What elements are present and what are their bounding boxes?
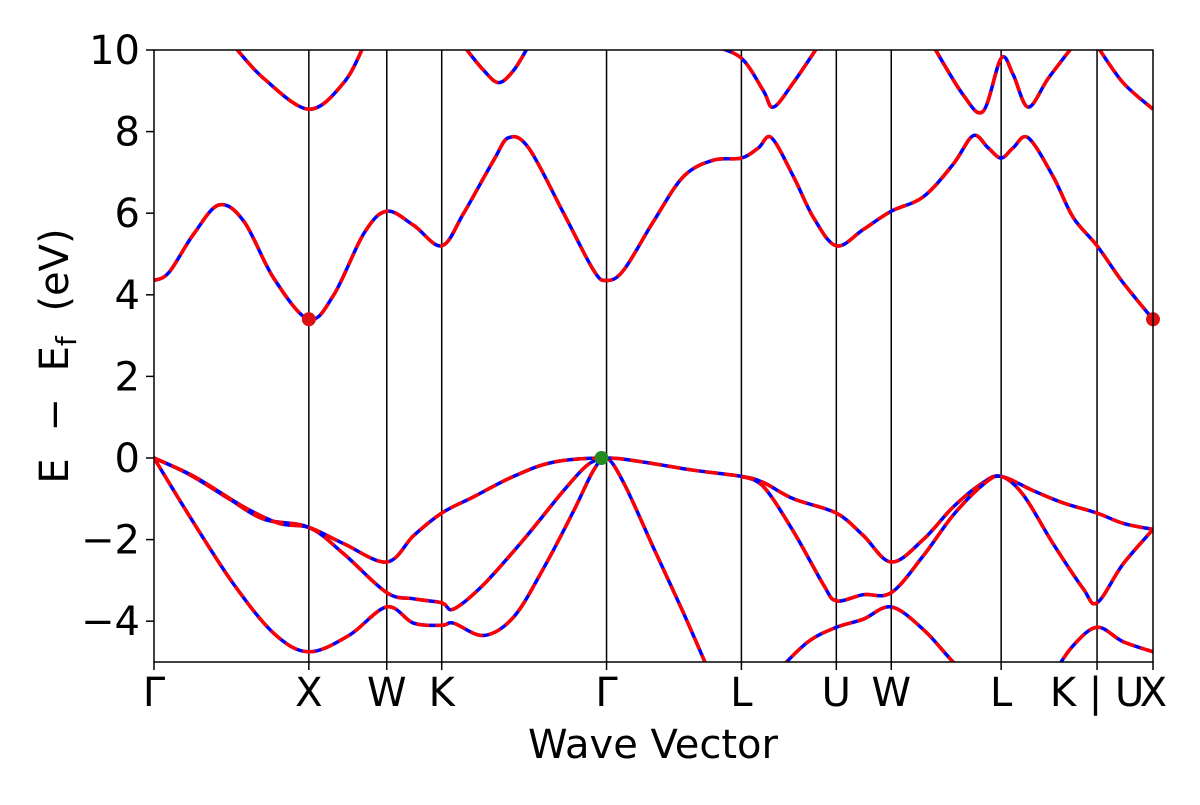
kpoint-vertical-lines	[308, 50, 1098, 662]
band-spin-down-9	[720, 50, 818, 109]
x-axis-label: Wave Vector	[528, 722, 779, 768]
x-tick-label-1: X	[295, 670, 322, 716]
y-tick-label-6: −2	[81, 518, 140, 564]
x-tick-label-10: X	[1140, 670, 1167, 716]
band-spin-down-5	[1058, 625, 1153, 662]
y-tick-label-7: −4	[81, 599, 140, 645]
y-label-sub: f	[50, 335, 83, 346]
y-label-e: E	[32, 458, 78, 483]
band-spin-up-3	[740, 474, 1153, 606]
band-edge-marker-0	[301, 312, 316, 327]
band-spin-down-7	[235, 50, 364, 111]
band-edge-marker-2	[594, 451, 609, 465]
band-spin-down-3	[740, 474, 1153, 606]
x-tick-label-8: L	[990, 670, 1013, 716]
y-tick-label-3: 4	[115, 273, 140, 319]
y-tick-label-0: 10	[89, 28, 140, 74]
y-tick-label-5: 0	[115, 436, 140, 482]
y-tick-label-2: 6	[115, 191, 140, 237]
band-spin-down-11	[1097, 50, 1153, 111]
plot-frame	[153, 49, 1154, 663]
y-axis-label: E − Ef (eV)	[32, 228, 86, 483]
band-spin-up-6	[154, 133, 1153, 322]
band-lines	[154, 50, 1153, 662]
band-edge-markers	[301, 312, 1160, 465]
band-spin-down-6	[154, 133, 1153, 322]
x-tick-label-4: Γ	[595, 670, 618, 716]
x-tick-label-7: W	[871, 670, 911, 716]
band-spin-down-0	[154, 455, 707, 662]
x-tick-label-2: W	[367, 670, 407, 716]
y-label-e-f: E	[32, 346, 78, 371]
x-tick-label-9: K | U	[1050, 670, 1144, 716]
y-label-unit: (eV)	[32, 228, 78, 311]
x-tick-label-5: L	[730, 670, 753, 716]
y-tick-label-1: 8	[115, 110, 140, 156]
y-axis-ticks: 10 8 6 4 2 0 −2 −4	[81, 28, 154, 645]
band-spin-up-7	[235, 50, 364, 111]
band-spin-down-10	[933, 50, 1073, 115]
x-tick-label-3: K	[429, 670, 457, 716]
x-tick-label-0: Γ	[143, 670, 166, 716]
band-spin-down-8	[464, 50, 529, 85]
band-spin-up-1	[154, 456, 608, 612]
band-spin-down-4	[784, 605, 956, 662]
x-tick-label-6: U	[822, 670, 851, 716]
y-label-minus: −	[32, 398, 78, 432]
y-tick-label-4: 2	[115, 354, 140, 400]
